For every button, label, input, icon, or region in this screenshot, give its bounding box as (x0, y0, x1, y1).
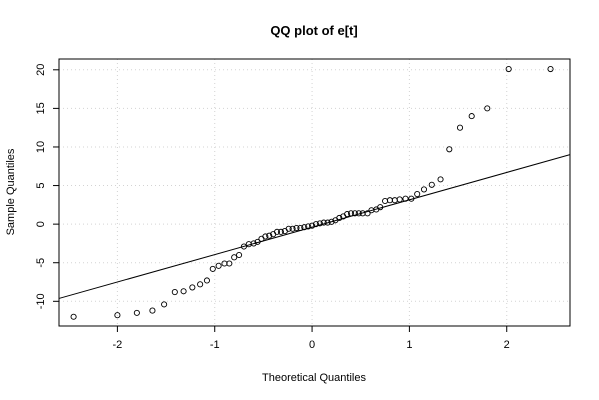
y-tick-label: -5 (35, 258, 47, 268)
data-point (347, 210, 355, 217)
data-point (250, 240, 257, 247)
data-point (171, 288, 178, 296)
x-tick-label: 0 (309, 339, 315, 351)
data-point (312, 221, 320, 228)
y-axis: -10 -5 0 5 10 15 20 (35, 64, 59, 309)
data-point (189, 284, 196, 291)
y-tick-label: 10 (35, 141, 47, 153)
x-tick-label: 1 (406, 339, 412, 351)
data-point (414, 190, 421, 198)
data-point (328, 218, 335, 225)
data-point (231, 254, 238, 261)
data-point (377, 204, 384, 211)
data-point (273, 228, 281, 235)
data-point (437, 176, 444, 183)
data-point (180, 288, 187, 295)
grid (59, 59, 570, 326)
x-axis: -2 -1 0 1 2 (113, 326, 510, 351)
data-point (408, 195, 415, 202)
y-tick-label: 15 (35, 102, 47, 114)
data-points (70, 65, 554, 320)
data-point (364, 210, 371, 217)
data-point (324, 219, 331, 226)
data-point (226, 260, 233, 267)
data-point (215, 262, 222, 269)
data-point (484, 105, 491, 112)
data-point (297, 224, 304, 232)
data-point (114, 312, 121, 319)
data-point (285, 225, 292, 232)
data-point (277, 228, 284, 235)
data-point (240, 243, 247, 250)
data-point (161, 301, 168, 308)
data-point (70, 313, 77, 320)
y-tick-label: -10 (35, 293, 47, 309)
data-point (289, 225, 296, 232)
data-point (505, 65, 512, 73)
x-tick-label: -2 (113, 339, 123, 351)
data-point (456, 124, 464, 131)
data-point (133, 309, 140, 316)
data-point (382, 197, 389, 205)
y-tick-label: 20 (35, 64, 47, 76)
data-point (197, 281, 204, 288)
data-point (266, 232, 273, 239)
data-point (396, 196, 403, 203)
data-point (301, 224, 308, 231)
data-point (262, 233, 269, 240)
y-tick-label: 0 (35, 221, 47, 227)
data-point (355, 210, 362, 217)
data-point (236, 251, 243, 259)
data-point (420, 186, 428, 193)
data-point (336, 214, 343, 222)
y-axis-label: Sample Quantiles (5, 148, 17, 235)
data-point (344, 211, 351, 218)
data-point (203, 277, 210, 284)
data-point (468, 113, 475, 120)
data-point (320, 219, 327, 226)
x-tick-label: -1 (210, 339, 220, 351)
data-point (209, 265, 216, 272)
data-point (428, 181, 435, 188)
data-point (258, 235, 265, 242)
data-point (316, 220, 323, 227)
chart-title: QQ plot of e[t] (270, 23, 357, 38)
plot-frame (58, 58, 571, 327)
x-tick-label: 2 (504, 339, 510, 351)
data-point (254, 238, 261, 245)
data-point (149, 307, 156, 314)
x-axis-label: Theoretical Quantiles (262, 372, 366, 384)
data-point (305, 223, 312, 230)
data-point (351, 210, 358, 217)
y-tick-label: 5 (35, 182, 47, 188)
data-point (309, 222, 316, 229)
data-point (446, 146, 453, 153)
data-point (402, 195, 409, 202)
data-point (293, 224, 300, 232)
data-point (547, 65, 554, 73)
